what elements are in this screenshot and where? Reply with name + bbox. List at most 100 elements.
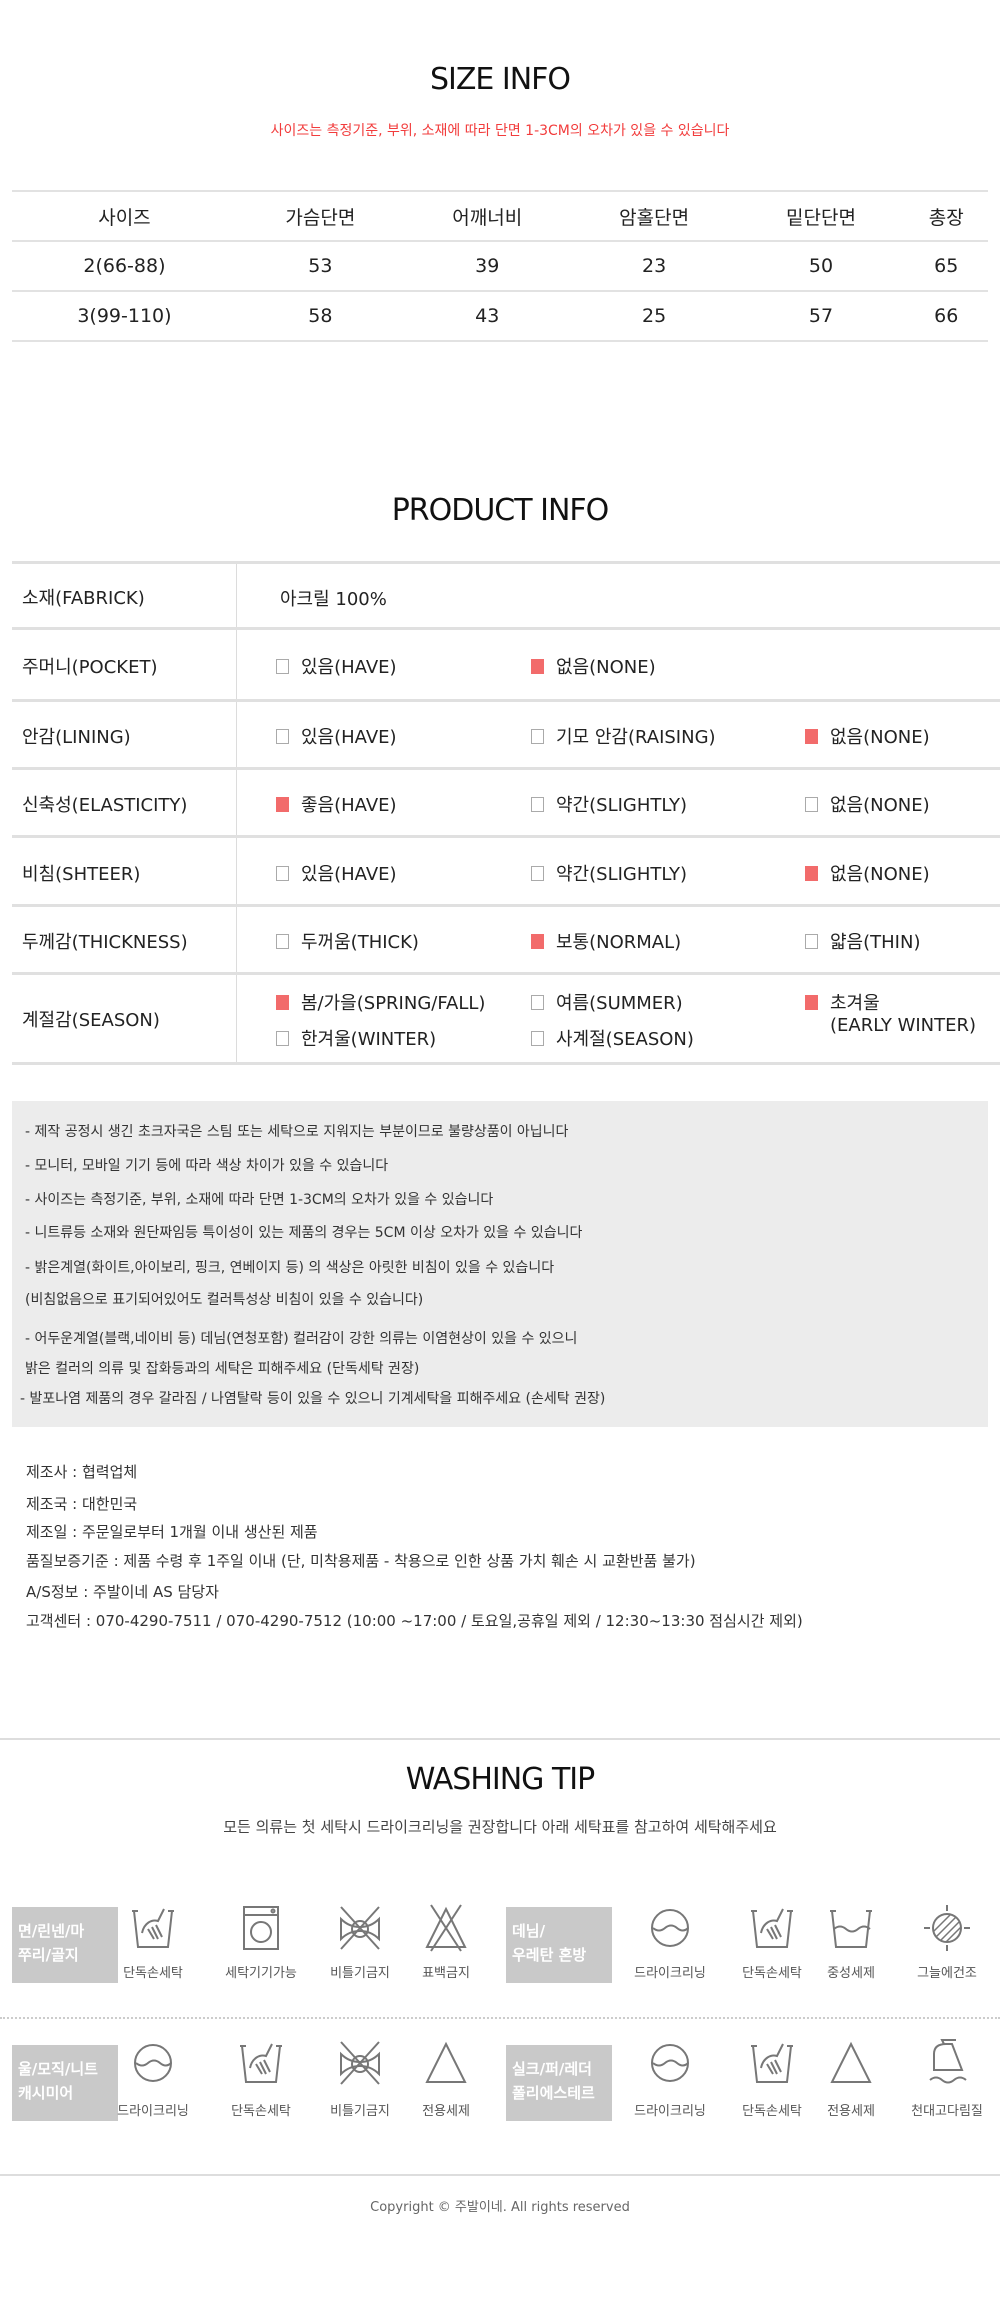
option: 약간(SLIGHTLY) [531, 860, 687, 886]
option-label: 초겨울 [830, 993, 880, 1014]
option-label: 있음(HAVE) [301, 727, 397, 748]
notice-line: - 발포나염 제품의 경우 갈라짐 / 나염탈락 등이 있을 수 있으니 기계세… [20, 1391, 606, 1407]
cell: 58 [236, 291, 404, 342]
notice-line: 밝은 컬러의 의류 및 잡화등과의 세탁은 피해주세요 (단독세탁 권장) [25, 1361, 420, 1377]
option-label: 없음(NONE) [556, 657, 656, 678]
maker-info-line: 제조사 : 협력업체 [26, 1463, 138, 1481]
hand-wash-icon [742, 2038, 802, 2092]
care-label: 단독손세탁 [742, 2104, 802, 2119]
care-label: 비틀기금지 [330, 2104, 390, 2119]
product-info-row: 안감(LINING) 있음(HAVE) 기모 안감(RAISING) 없음(NONE) [12, 702, 1000, 770]
special-detergent-icon [821, 2038, 881, 2092]
option: 기모 안감(RAISING) [531, 723, 716, 749]
size-info-subtitle: 사이즈는 측정기준, 부위, 소재에 따라 단면 1-3CM의 오차가 있을 수… [270, 123, 730, 139]
maker-info-line: 제조국 : 대한민국 [26, 1495, 138, 1513]
dotted-divider [0, 2017, 1000, 2019]
fabric-value: 아크릴 100% [280, 589, 387, 610]
row-label: 계절감(SEASON) [22, 1010, 160, 1031]
care-label: 단독손세탁 [123, 1966, 183, 1981]
maker-info-line: A/S정보 : 주발이네 AS 담당자 [26, 1583, 219, 1601]
option: 보통(NORMAL) [531, 928, 681, 954]
cell: 25 [570, 291, 738, 342]
care-label: 단독손세탁 [231, 2104, 291, 2119]
product-info-row: 신축성(ELASTICITY) 좋음(HAVE) 약간(SLIGHTLY) 없음(NO… [12, 770, 1000, 838]
unchecked-checkbox-icon [531, 1031, 544, 1046]
notice-line: - 제작 공정시 생긴 초크자국은 스팀 또는 세탁으로 지워지는 부분이므로 … [25, 1124, 569, 1140]
fabric-group-label: 데님/우레탄 혼방 [506, 1907, 612, 1983]
option-label: 보통(NORMAL) [556, 932, 682, 953]
size-table: 사이즈 가슴단면 어깨너비 암홀단면 밑단단면 총장 2(66-88) 53 39 23 50 65… [12, 190, 988, 342]
iron-with-cloth-icon [917, 2038, 977, 2092]
cell: 3(99-110) [12, 291, 237, 342]
hand-wash-icon [123, 1903, 183, 1957]
checked-checkbox-icon [805, 729, 818, 744]
option-label: 여름(SUMMER) [556, 993, 683, 1014]
fabric-group-label: 실크/퍼/레더 폴리에스테르 [506, 2045, 612, 2121]
cell: 23 [570, 241, 738, 292]
care-label: 중성세제 [827, 1966, 875, 1981]
option: 여름(SUMMER) [531, 989, 683, 1015]
header-cell: 밑단단면 [737, 190, 905, 242]
option-label: 봄/가을(SPRING/FALL) [301, 993, 486, 1014]
option-label: 없음(NONE) [830, 863, 930, 885]
fabric-row: 소재(FABRICK) 아크릴 100% [12, 564, 1000, 630]
shade-dry-icon [917, 1903, 977, 1957]
dry-clean-icon [123, 2038, 183, 2092]
unchecked-checkbox-icon [276, 1031, 289, 1046]
notice-line: - 밝은계열(화이트,아이보리, 핑크, 연베이지 등) 의 색상은 아릿한 비… [25, 1260, 555, 1276]
option-label: 두꺼움(THICK) [301, 932, 419, 953]
unchecked-checkbox-icon [531, 729, 544, 744]
neutral-detergent-icon [821, 1903, 881, 1957]
notice-line: - 사이즈는 측정기준, 부위, 소재에 따라 단면 1-3CM의 오차가 있을… [25, 1192, 494, 1208]
notice-line: (비침없음으로 표기되어있어도 컬러특성상 비침이 있을 수 있습니다) [25, 1292, 424, 1308]
size-table-header: 사이즈 가슴단면 어깨너비 암홀단면 밑단단면 총장 [12, 190, 988, 242]
divider [0, 1738, 1000, 1740]
hand-wash-icon [231, 2038, 291, 2092]
header-cell: 어깨너비 [403, 190, 571, 242]
unchecked-checkbox-icon [531, 995, 544, 1010]
header-cell: 사이즈 [12, 190, 237, 242]
unchecked-checkbox-icon [276, 659, 289, 674]
cell: 39 [403, 241, 571, 292]
option: 없음(NONE) [805, 791, 930, 817]
cell: 2(66-88) [12, 241, 237, 292]
header-cell: 암홀단면 [570, 190, 738, 242]
option: 약간(SLIGHTLY) [531, 791, 687, 817]
option-label: 없음(NONE) [830, 795, 930, 816]
option: 없음(NONE) [531, 653, 656, 679]
dry-clean-icon [640, 1903, 700, 1957]
cell: 50 [737, 241, 905, 292]
size-info-title: SIZE INFO [429, 62, 571, 97]
care-label: 드라이크리닝 [634, 1966, 706, 1981]
care-label: 천대고다림질 [911, 2104, 983, 2119]
option: 초겨울 (EARLY WINTER) [805, 989, 976, 1036]
notice-line: - 모니터, 모바일 기기 등에 따라 색상 차이가 있을 수 있습니다 [25, 1158, 389, 1174]
care-label: 세탁기기가능 [225, 1966, 297, 1981]
fabric-group-label: 울/모직/니트 캐시미어 [12, 2045, 118, 2121]
header-cell: 가슴단면 [236, 190, 404, 242]
care-label: 드라이크리닝 [634, 2104, 706, 2119]
option: 한겨울(WINTER) [276, 1025, 436, 1051]
option-label: 있음(HAVE) [301, 863, 397, 885]
option: 있음(HAVE) [276, 860, 397, 886]
option-label-2: (EARLY WINTER) [830, 1015, 977, 1036]
maker-info-line: 품질보증기준 : 제품 수령 후 1주일 이내 (단, 미착용제품 - 착용으로… [26, 1552, 696, 1570]
customer-center: 고객센터 : 070-4290-7511 / 070-4290-7512 (10… [26, 1612, 803, 1630]
no-wring-icon [330, 2038, 390, 2092]
option: 두꺼움(THICK) [276, 928, 419, 954]
dry-clean-icon [640, 2038, 700, 2092]
option-label: 기모 안감(RAISING) [556, 727, 716, 748]
no-wring-icon [330, 1903, 390, 1957]
product-info-title: PRODUCT INFO [391, 493, 610, 528]
option: 사계절(SEASON) [531, 1025, 694, 1051]
checked-checkbox-icon [276, 797, 289, 812]
cell: 66 [904, 291, 988, 342]
unchecked-checkbox-icon [531, 865, 544, 881]
unchecked-checkbox-icon [276, 729, 289, 744]
option: 봄/가을(SPRING/FALL) [276, 989, 485, 1015]
row-label: 소재(FABRICK) [22, 588, 145, 609]
row-label: 안감(LINING) [22, 727, 131, 748]
product-info-row: 비침(SHTEER) 있음(HAVE) 약간(SLIGHTLY) 없음(NONE) [12, 838, 1000, 907]
product-info-row: 주머니(POCKET) 있음(HAVE) 없음(NONE) [12, 630, 1000, 702]
unchecked-checkbox-icon [805, 934, 818, 949]
